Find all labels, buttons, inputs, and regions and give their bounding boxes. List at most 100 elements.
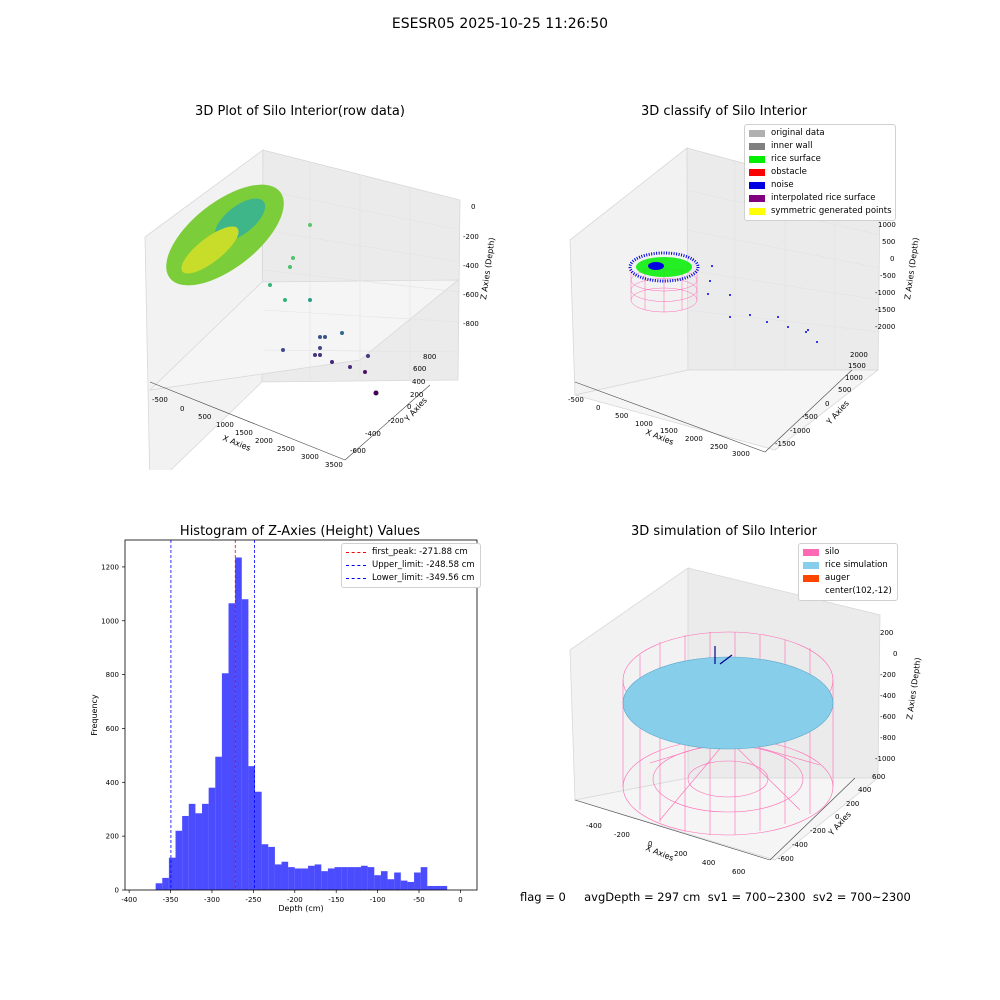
sim-x-ticks: -400 -200 0 200 400 600 [586,822,745,876]
histogram-x-label: Depth (cm) [278,904,323,913]
x-tick-label: -300 [204,896,220,904]
histogram-bar [182,815,189,890]
noise-point [363,370,367,374]
y-tick: 400 [412,378,425,386]
x-axis-label: X Axies [644,844,675,863]
y-tick: 400 [858,786,871,794]
x-tick: 1500 [235,429,253,437]
noise-point [313,353,317,357]
histogram-y-label: Frequency [90,694,99,736]
y-tick: -1500 [775,440,795,448]
raw-y-ticks: -600 -400 -200 0 200 400 600 800 [350,353,436,455]
x-tick: 0 [180,405,184,413]
noise-point [749,314,751,316]
x-tick: 3000 [732,450,750,458]
classify-axis-lines [574,369,853,453]
y-tick: 1500 [848,362,866,370]
z-tick: 1000 [878,221,896,229]
noise-point [288,265,292,269]
histogram-bar [327,868,335,890]
noise-point [366,354,370,358]
y-tick: -400 [792,841,808,849]
histogram-bar [394,872,401,890]
legend-line-sample [346,578,366,579]
legend-swatch [749,169,765,176]
noise-point [777,316,779,318]
noise-point [373,390,379,396]
legend-label: Upper_limit: -248.58 cm [372,560,475,570]
x-tick: 1500 [660,427,678,435]
y-tick: -200 [388,417,404,425]
legend-entry: Lower_limit: -349.56 cm [346,572,476,585]
noise-point [711,265,713,267]
legend-line-sample [346,565,366,566]
histogram-bar [175,830,183,890]
z-tick: 200 [880,629,893,637]
legend-entry: first_peak: -271.88 cm [346,546,476,559]
raw-point-cloud [166,184,379,396]
plot-frame [124,539,478,891]
x-tick-label: -250 [245,896,261,904]
legend-swatch [749,130,765,137]
legend-swatch [803,575,819,582]
x-tick-label: -100 [370,896,386,904]
y-tick: 200 [846,800,859,808]
z-tick: 500 [882,238,895,246]
x-tick: -200 [614,831,630,839]
z-tick: -800 [463,320,479,328]
histogram-bar [221,673,229,890]
y-tick: -1000 [790,427,810,435]
classify-y-ticks: -1500 -1000 -500 0 500 1000 1500 2000 [775,351,868,448]
z-tick: 0 [893,650,897,658]
z-tick: -1500 [875,306,895,314]
legend-label: interpolated rice surface [771,193,876,203]
noise-point [807,329,809,331]
status-footer: flag = 0 avgDepth = 297 cm sv1 = 700~230… [520,890,911,904]
x-tick: 1000 [635,420,653,428]
y-tick: 0 [835,813,839,821]
classify-legend: original data inner wall rice surface obsta… [744,124,896,221]
simulation-3d-plot: -400 -200 0 200 400 600 X Axies -600 -40… [569,567,923,876]
noise-point [816,341,818,343]
noise-point [729,294,731,296]
y-tick-label: 200 [106,833,119,841]
x-tick-label: -400 [121,896,137,904]
z-axis-label: Z Axies (Depth) [479,237,497,300]
legend-swatch [803,588,819,595]
legend-entry: rice surface [749,153,891,166]
x-tick: 1000 [216,421,234,429]
raw-panel-title: 3D Plot of Silo Interior(row data) [195,104,405,119]
y-tick-label: 0 [115,887,119,895]
histogram-bar [420,867,428,890]
noise-point [283,298,287,302]
histogram-bar [195,813,203,890]
noise-cluster [648,262,664,270]
legend-label: original data [771,128,825,138]
classify-panel-title: 3D classify of Silo Interior [640,104,808,119]
legend-swatch [749,182,765,189]
histogram-bar [440,885,448,890]
x-tick: 2500 [710,443,728,451]
legend-entry: obstacle [749,166,891,179]
histogram-bar [294,868,302,890]
x-tick: -500 [568,396,584,404]
x-tick-label: 0 [458,896,462,904]
histogram-bar [168,857,176,890]
y-tick: 1000 [845,374,863,382]
x-tick: 2000 [255,437,273,445]
classify-x-ticks: -500 0 500 1000 1500 2000 2500 3000 [568,396,750,458]
noise-point [348,365,352,369]
noise-point [318,335,322,339]
noise-point [340,331,344,335]
noise-point [308,223,312,227]
z-tick: -1000 [875,755,895,763]
z-tick: -2000 [875,323,895,331]
raw-x-ticks: -500 0 500 1000 1500 2000 2500 3000 3500 [152,396,343,469]
histogram-bar [400,880,408,890]
y-tick: -400 [365,430,381,438]
y-tick: -600 [778,855,794,863]
y-tick: 500 [838,386,851,394]
histogram-bar [241,599,249,890]
histogram-title: Histogram of Z-Axies (Height) Values [179,524,421,539]
z-tick: -200 [463,233,479,241]
